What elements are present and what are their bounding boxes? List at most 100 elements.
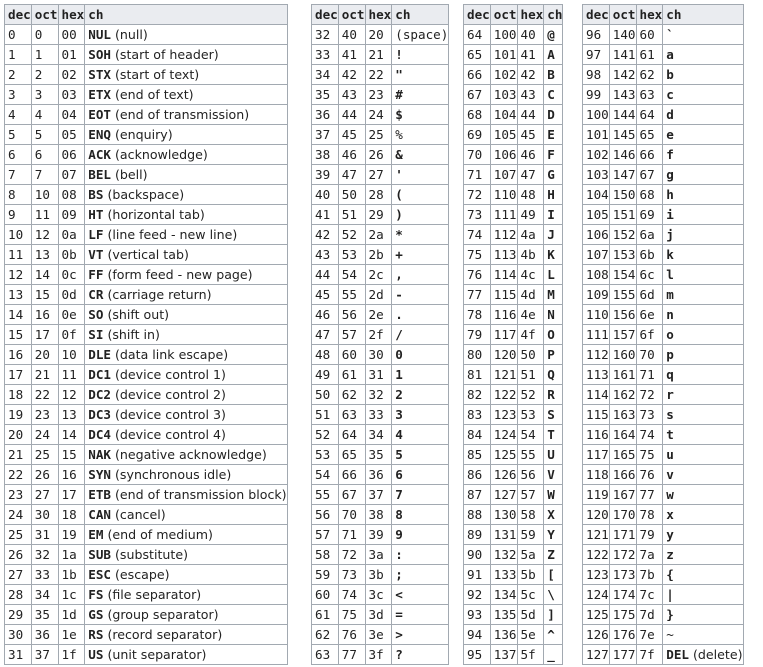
- hex-cell: 09: [57, 204, 86, 225]
- hex-cell: 34: [364, 424, 393, 445]
- char-glyph: `: [666, 27, 674, 42]
- oct-cell: 71: [337, 524, 366, 545]
- table-row: 77 115 4d M: [463, 284, 564, 305]
- hex-cell: 6a: [635, 224, 664, 245]
- char-cell: DLE (data link escape): [84, 344, 288, 365]
- table-row: 35 43 23 #: [311, 84, 450, 105]
- hex-cell: 71: [635, 364, 664, 385]
- table-row: 53 65 35 5: [311, 444, 450, 465]
- table-row: 46 56 2e.: [311, 304, 450, 325]
- hex-cell: 7b: [635, 564, 664, 585]
- dec-cell: 95: [463, 644, 491, 665]
- char-glyph: [: [547, 567, 555, 582]
- hex-cell: 3f: [364, 644, 393, 665]
- char-glyph: t: [666, 427, 674, 442]
- hex-cell: 36: [364, 464, 393, 485]
- oct-cell: 157: [608, 324, 637, 345]
- oct-cell: 162: [608, 384, 637, 405]
- table-header-row: dec oct hex ch: [463, 4, 564, 25]
- dec-cell: 12: [4, 264, 32, 285]
- char-cell: ): [391, 204, 450, 225]
- char-glyph: g: [666, 167, 674, 182]
- table-row: 52 64 34 4: [311, 424, 450, 445]
- control-abbr: SOH: [88, 47, 111, 62]
- char-glyph: F: [547, 147, 555, 162]
- table-row: 96 140 60 `: [582, 24, 744, 45]
- dec-cell: 82: [463, 384, 491, 405]
- table-row: 43 53 2b +: [311, 244, 450, 265]
- hex-cell: 19: [57, 524, 86, 545]
- table-row: 95 137 5f _: [463, 644, 564, 665]
- table-row: 49 61 31 1: [311, 364, 450, 385]
- hex-cell: 6f: [635, 324, 664, 345]
- char-glyph: 0: [395, 347, 403, 362]
- oct-cell: 134: [489, 584, 518, 605]
- char-cell: DC2 (device control 2): [84, 384, 288, 405]
- char-cell: <: [391, 584, 450, 605]
- char-glyph: \: [547, 587, 555, 602]
- dec-cell: 116: [582, 424, 610, 445]
- oct-cell: 111: [489, 204, 518, 225]
- hex-cell: 78: [635, 504, 664, 525]
- table-row: 7 7 07 BEL (bell): [4, 164, 288, 185]
- char-cell: g: [662, 164, 744, 185]
- table-row: 17 21 11 DC1 (device control 1): [4, 364, 288, 385]
- char-glyph: ^: [547, 627, 555, 642]
- dec-cell: 101: [582, 124, 610, 145]
- oct-cell: 7: [30, 164, 59, 185]
- dec-cell: 78: [463, 304, 491, 325]
- char-cell: ": [391, 64, 450, 85]
- char-glyph: b: [666, 67, 674, 82]
- dec-cell: 67: [463, 84, 491, 105]
- dec-cell: 46: [311, 304, 339, 325]
- dec-cell: 96: [582, 24, 610, 45]
- dec-cell: 77: [463, 284, 491, 305]
- table-row: 24 30 18 CAN (cancel): [4, 504, 288, 525]
- dec-cell: 87: [463, 484, 491, 505]
- control-abbr: US: [88, 647, 104, 662]
- table-row: 5 5 05 ENQ (enquiry): [4, 124, 288, 145]
- char-cell: ENQ (enquiry): [84, 124, 288, 145]
- table-row: 19 23 13 DC3 (device control 3): [4, 404, 288, 425]
- char-cell: K: [543, 244, 564, 265]
- control-abbr: ETX: [88, 87, 111, 102]
- oct-cell: 151: [608, 204, 637, 225]
- dec-cell: 81: [463, 364, 491, 385]
- oct-cell: 10: [30, 184, 59, 205]
- table-row: 125 175 7d}: [582, 604, 744, 625]
- char-glyph: J: [547, 227, 555, 242]
- dec-cell: 34: [311, 64, 339, 85]
- oct-cell: 153: [608, 244, 637, 265]
- table-row: 10 12 0a LF (line feed - new line): [4, 224, 288, 245]
- oct-cell: 102: [489, 64, 518, 85]
- dec-cell: 108: [582, 264, 610, 285]
- column-header-ch: ch: [391, 4, 450, 25]
- control-description: (file separator): [107, 587, 202, 602]
- dec-cell: 66: [463, 64, 491, 85]
- dec-cell: 99: [582, 84, 610, 105]
- dec-cell: 38: [311, 144, 339, 165]
- oct-cell: 56: [337, 304, 366, 325]
- table-row: 58 72 3a:: [311, 544, 450, 565]
- table-row: 20 24 14 DC4 (device control 4): [4, 424, 288, 445]
- char-cell: ?: [391, 644, 450, 665]
- hex-cell: 39: [364, 524, 393, 545]
- control-description: (device control 1): [115, 367, 226, 382]
- table-row: 28 34 1c FS (file separator): [4, 584, 288, 605]
- column-header-hex: hex: [516, 4, 545, 25]
- hex-cell: 50: [516, 344, 545, 365]
- dec-cell: 18: [4, 384, 32, 405]
- char-cell: 0: [391, 344, 450, 365]
- hex-cell: 6d: [635, 284, 664, 305]
- char-cell: M: [543, 284, 564, 305]
- char-glyph: L: [547, 267, 555, 282]
- dec-cell: 43: [311, 244, 339, 265]
- oct-cell: 110: [489, 184, 518, 205]
- control-abbr: DC2: [88, 387, 111, 402]
- char-glyph: U: [547, 447, 555, 462]
- char-glyph: 1: [395, 367, 403, 382]
- hex-cell: 15: [57, 444, 86, 465]
- table-row: 82 122 52 R: [463, 384, 564, 405]
- char-glyph: D: [547, 107, 555, 122]
- hex-cell: 1c: [57, 584, 86, 605]
